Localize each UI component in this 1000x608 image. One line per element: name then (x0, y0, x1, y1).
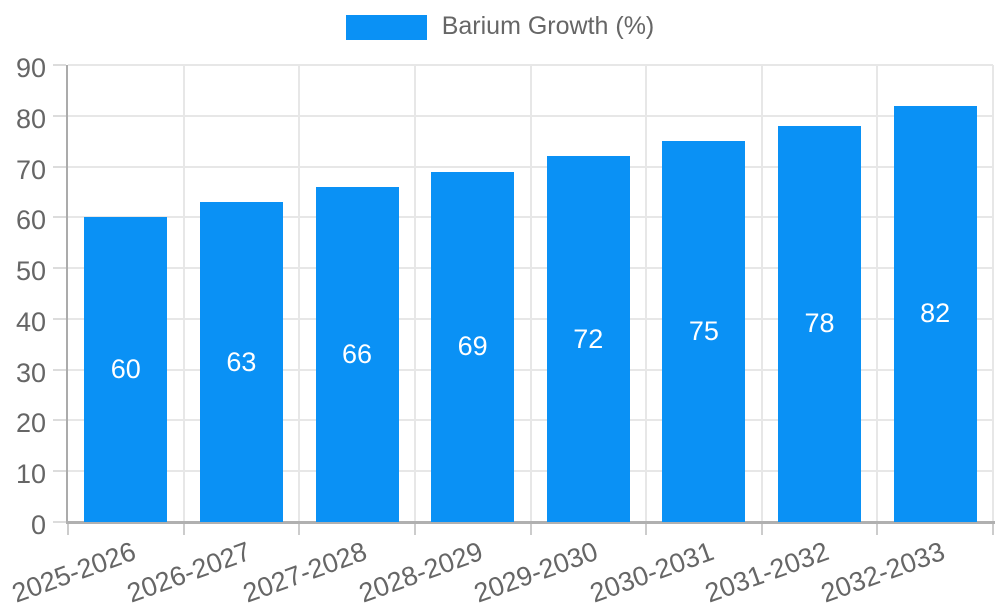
plot-area: 60 63 66 69 72 75 78 82 0 10 20 30 40 50 60 70 80 90 2025… (8, 55, 995, 608)
x-tick-label: 2028-2029 (354, 536, 487, 608)
bar[interactable]: 75 (662, 141, 746, 522)
y-tick-mark (53, 216, 66, 219)
y-tick-label: 30 (15, 357, 46, 388)
x-tick-label: 2030-2031 (585, 536, 718, 608)
x-tick-mark (645, 524, 648, 535)
bar[interactable]: 82 (893, 105, 977, 522)
v-gridline (876, 65, 879, 522)
y-tick-label: 50 (15, 256, 46, 287)
bar[interactable]: 78 (778, 125, 862, 522)
x-tick-mark (413, 524, 416, 535)
y-tick-mark (53, 317, 66, 320)
x-tick-label: 2032-2033 (817, 536, 949, 608)
x-tick-mark (760, 524, 763, 535)
bar[interactable]: 66 (315, 186, 399, 522)
x-axis-line (66, 521, 995, 524)
x-tick-mark (67, 524, 69, 535)
legend: Barium Growth (%) (0, 14, 1000, 41)
x-tick-label: 2026-2027 (123, 536, 256, 608)
bar[interactable]: 63 (199, 202, 283, 522)
y-tick-mark (53, 267, 66, 270)
legend-swatch (345, 15, 427, 40)
bar[interactable]: 69 (431, 171, 515, 522)
x-tick-label: 2029-2030 (470, 536, 602, 608)
v-gridline (413, 65, 416, 522)
y-tick-mark (53, 114, 66, 117)
y-tick-label: 80 (15, 103, 46, 134)
bar-value-label: 60 (110, 354, 141, 385)
x-tick-label: 2031-2032 (701, 536, 834, 608)
y-tick-label: 90 (15, 53, 46, 83)
bar-value-label: 72 (573, 323, 604, 354)
y-tick-label: 70 (15, 154, 46, 185)
bar-value-label: 63 (226, 346, 257, 377)
v-gridline (645, 65, 648, 522)
bar-value-label: 82 (920, 298, 951, 329)
y-axis-line (66, 65, 68, 524)
bar-value-label: 75 (688, 316, 719, 347)
y-tick-label: 40 (15, 306, 46, 337)
x-tick-mark (876, 524, 879, 535)
y-tick-label: 20 (15, 408, 46, 439)
x-tick-label: 2025-2026 (7, 536, 140, 608)
y-tick-mark (53, 165, 66, 168)
y-tick-mark (53, 470, 66, 473)
bar-value-label: 78 (804, 308, 835, 339)
bar-value-label: 66 (342, 338, 373, 369)
v-gridline (529, 65, 532, 522)
y-tick-label: 60 (15, 205, 46, 236)
v-gridline (298, 65, 301, 522)
y-tick-mark (53, 521, 66, 523)
y-tick-label: 10 (15, 459, 46, 490)
v-gridline (992, 65, 994, 522)
x-tick-mark (992, 524, 994, 535)
legend-label: Barium Growth (%) (441, 12, 655, 40)
x-tick-mark (529, 524, 532, 535)
bar[interactable]: 72 (546, 156, 630, 522)
v-gridline (760, 65, 763, 522)
y-tick-mark (53, 368, 66, 371)
x-tick-label: 2027-2028 (239, 536, 371, 608)
x-tick-mark (298, 524, 301, 535)
bar-value-label: 69 (457, 331, 488, 362)
v-gridline (182, 65, 185, 522)
y-tick-label: 0 (30, 510, 46, 540)
y-tick-mark (53, 64, 66, 66)
x-tick-mark (182, 524, 185, 535)
legend-item[interactable]: Barium Growth (%) (345, 12, 655, 41)
bar[interactable]: 60 (84, 217, 168, 522)
y-tick-mark (53, 419, 66, 422)
